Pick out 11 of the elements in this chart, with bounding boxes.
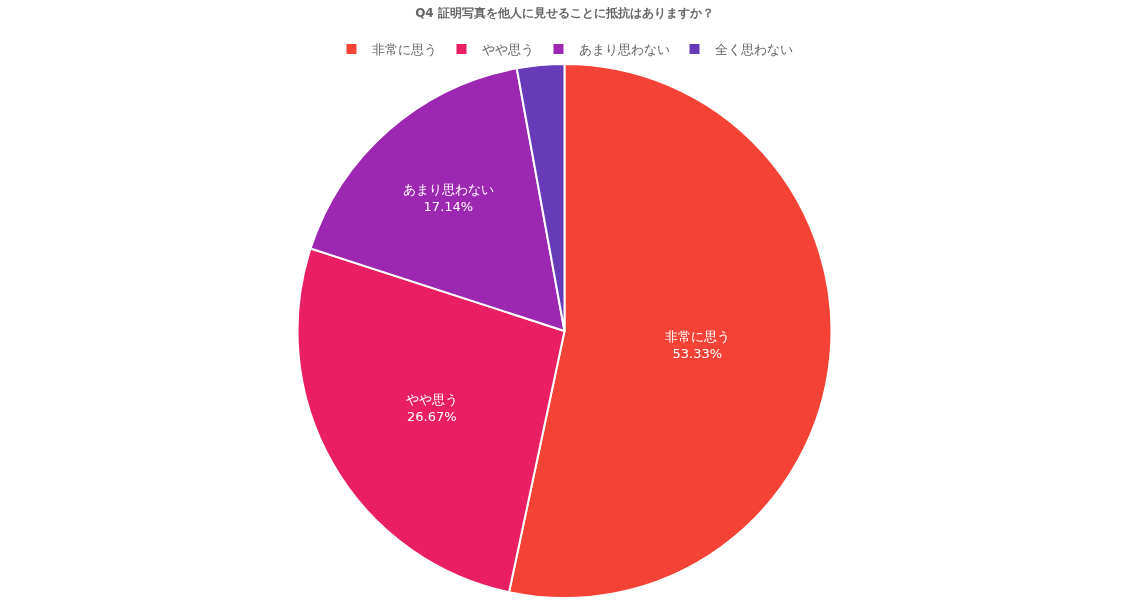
data-label: 26.67% (407, 408, 457, 424)
slice-label: やや思う (405, 391, 458, 407)
slice-label: 非常に思う (664, 328, 730, 344)
legend-label: あまり思わない (578, 42, 670, 58)
legend-label: 非常に思う (371, 42, 437, 58)
slice-label: あまり思わない (402, 182, 494, 198)
legend-label: 全く思わない (714, 42, 793, 58)
data-label: 53.33% (672, 345, 723, 361)
chart-title: Q4 証明写真を他人に見せることに抵抗はありますか？ (415, 6, 714, 21)
data-label: 17.14% (423, 199, 474, 215)
legend-label: やや思う (481, 42, 534, 58)
